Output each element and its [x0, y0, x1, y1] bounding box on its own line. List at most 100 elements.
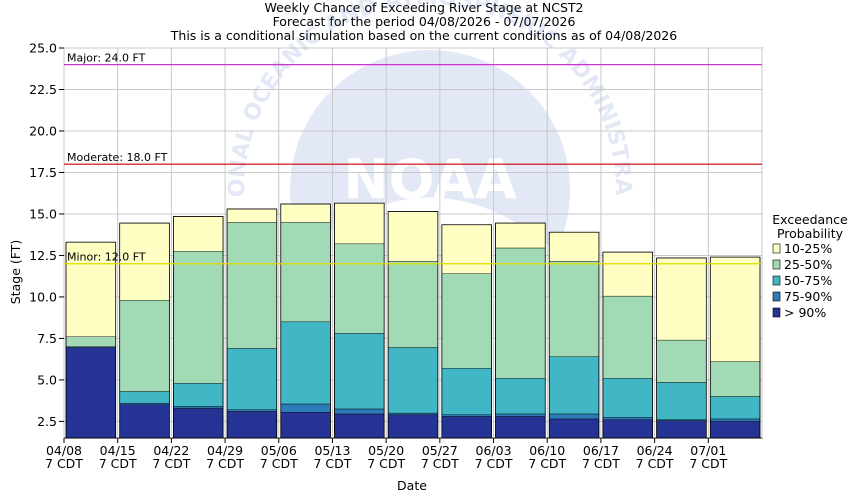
bar-segment-75-90	[549, 413, 600, 420]
x-tick-label: 07/01	[690, 443, 726, 458]
bar-segment-25-50	[656, 339, 707, 383]
bar-segment-50-75	[173, 383, 224, 407]
y-tick-label: 5.0	[37, 372, 57, 387]
title-line-2: Forecast for the period 04/08/2026 - 07/…	[273, 14, 576, 29]
x-tick-label: 04/08	[46, 443, 82, 458]
bar-segment-25-50	[65, 336, 116, 347]
bar-segment-50-75	[226, 348, 277, 410]
bar-segment-25-50	[602, 295, 653, 379]
x-tick-sublabel: 7 CDT	[367, 456, 405, 471]
threshold-label: Major: 24.0 FT	[67, 52, 146, 65]
bar-segment-90	[710, 421, 761, 439]
bar-segment-75-90	[602, 417, 653, 420]
bar-segment-25-50	[334, 243, 385, 334]
legend-swatch	[772, 259, 781, 270]
x-tick-sublabel: 7 CDT	[260, 456, 298, 471]
chart-title: Weekly Chance of Exceeding River Stage a…	[170, 0, 677, 43]
y-tick-label: 22.5	[29, 82, 57, 97]
bar-segment-90	[495, 416, 546, 439]
bar-segment-50-75	[280, 321, 331, 405]
y-axis-label: Stage (FT)	[8, 240, 23, 304]
legend-swatch	[772, 307, 781, 318]
x-tick-label: 05/20	[368, 443, 404, 458]
bar-segment-25-50	[441, 273, 492, 369]
bar-segment-50-75	[119, 391, 170, 404]
x-tick-sublabel: 7 CDT	[99, 456, 137, 471]
bar-segment-50-75	[602, 378, 653, 418]
x-axis-label: Date	[397, 478, 427, 493]
bar-segment-50-75	[387, 347, 439, 414]
bar-segment-75-90	[387, 412, 439, 415]
bar-segment-90	[602, 419, 653, 439]
bar-segment-10-25	[387, 211, 439, 262]
bar-segment-75-90	[441, 414, 492, 417]
bar-outline	[602, 251, 654, 439]
bar-segment-25-50	[495, 247, 546, 379]
x-tick-sublabel: 7 CDT	[689, 456, 727, 471]
x-tick-label: 05/06	[261, 443, 297, 458]
bar-segment-75-90	[334, 408, 385, 415]
x-tick-label: 06/17	[583, 443, 619, 458]
bar-outline	[548, 231, 600, 439]
x-tick-sublabel: 7 CDT	[421, 456, 459, 471]
x-tick-label: 04/22	[153, 443, 189, 458]
y-tick-label: 10.0	[29, 289, 57, 304]
bar-segment-25-50	[280, 222, 331, 323]
bar-segment-25-50	[173, 251, 224, 384]
title-line-3: This is a conditional simulation based o…	[170, 28, 677, 43]
bar-segment-10-25	[549, 232, 600, 262]
bar-segment-75-90	[119, 402, 170, 406]
x-tick-sublabel: 7 CDT	[582, 456, 620, 471]
legend-swatch	[772, 275, 781, 286]
bar-segment-10-25	[280, 203, 331, 223]
bar-outline	[495, 222, 546, 439]
threshold-label: Minor: 12.0 FT	[67, 251, 146, 264]
bar-segment-75-90	[710, 418, 761, 422]
x-tick-label: 06/03	[476, 443, 512, 458]
x-tick-sublabel: 7 CDT	[152, 456, 190, 471]
legend-label: > 90%	[784, 305, 826, 320]
bar-segment-25-50	[119, 300, 170, 392]
flood-thresholds: Major: 24.0 FT Moderate: 18.0 FT Minor: 12…	[64, 52, 762, 265]
legend: ExceedanceProbability10-25%25-50%50-75%7…	[772, 212, 848, 320]
bar-segment-90	[549, 418, 600, 439]
legend-swatch	[772, 291, 781, 302]
bar-segment-90	[65, 347, 116, 439]
bar-segment-50-75	[334, 333, 385, 410]
bar-segment-10-25	[656, 257, 707, 341]
bar-segment-10-25	[495, 222, 546, 249]
bar-segment-90	[280, 412, 331, 439]
bar-outline	[441, 224, 492, 439]
bar-segment-75-90	[226, 409, 277, 412]
bar-segment-25-50	[387, 261, 439, 348]
bar-segment-25-50	[710, 361, 761, 397]
x-tick-label: 04/15	[100, 443, 136, 458]
bar-segment-90	[387, 414, 439, 439]
bar-segment-10-25	[710, 256, 761, 362]
bar-segment-50-75	[495, 378, 546, 415]
bar-outline	[656, 257, 707, 439]
y-tick-label: 15.0	[29, 206, 57, 221]
y-tick-label: 2.5	[37, 414, 57, 429]
bar-segment-90	[119, 404, 170, 439]
x-tick-label: 05/27	[422, 443, 458, 458]
bar-segment-75-90	[280, 403, 331, 413]
bar-segment-25-50	[226, 222, 277, 349]
bar-segment-90	[226, 411, 277, 439]
bar-segment-10-25	[441, 224, 492, 274]
bar-outline	[226, 208, 278, 439]
bar-outline	[119, 222, 170, 439]
bar-segment-50-75	[549, 356, 600, 415]
bar-segment-10-25	[226, 208, 277, 223]
x-tick-sublabel: 7 CDT	[528, 456, 566, 471]
legend-title: Probability	[777, 226, 844, 241]
y-tick-label: 17.5	[29, 165, 57, 180]
threshold-label: Moderate: 18.0 FT	[67, 151, 168, 164]
bar-outline	[280, 203, 331, 439]
bar-segment-10-25	[602, 251, 653, 297]
x-tick-sublabel: 7 CDT	[45, 456, 83, 471]
noaa-logo-letters: NOAA	[343, 148, 516, 211]
legend-label: 75-90%	[784, 289, 832, 304]
